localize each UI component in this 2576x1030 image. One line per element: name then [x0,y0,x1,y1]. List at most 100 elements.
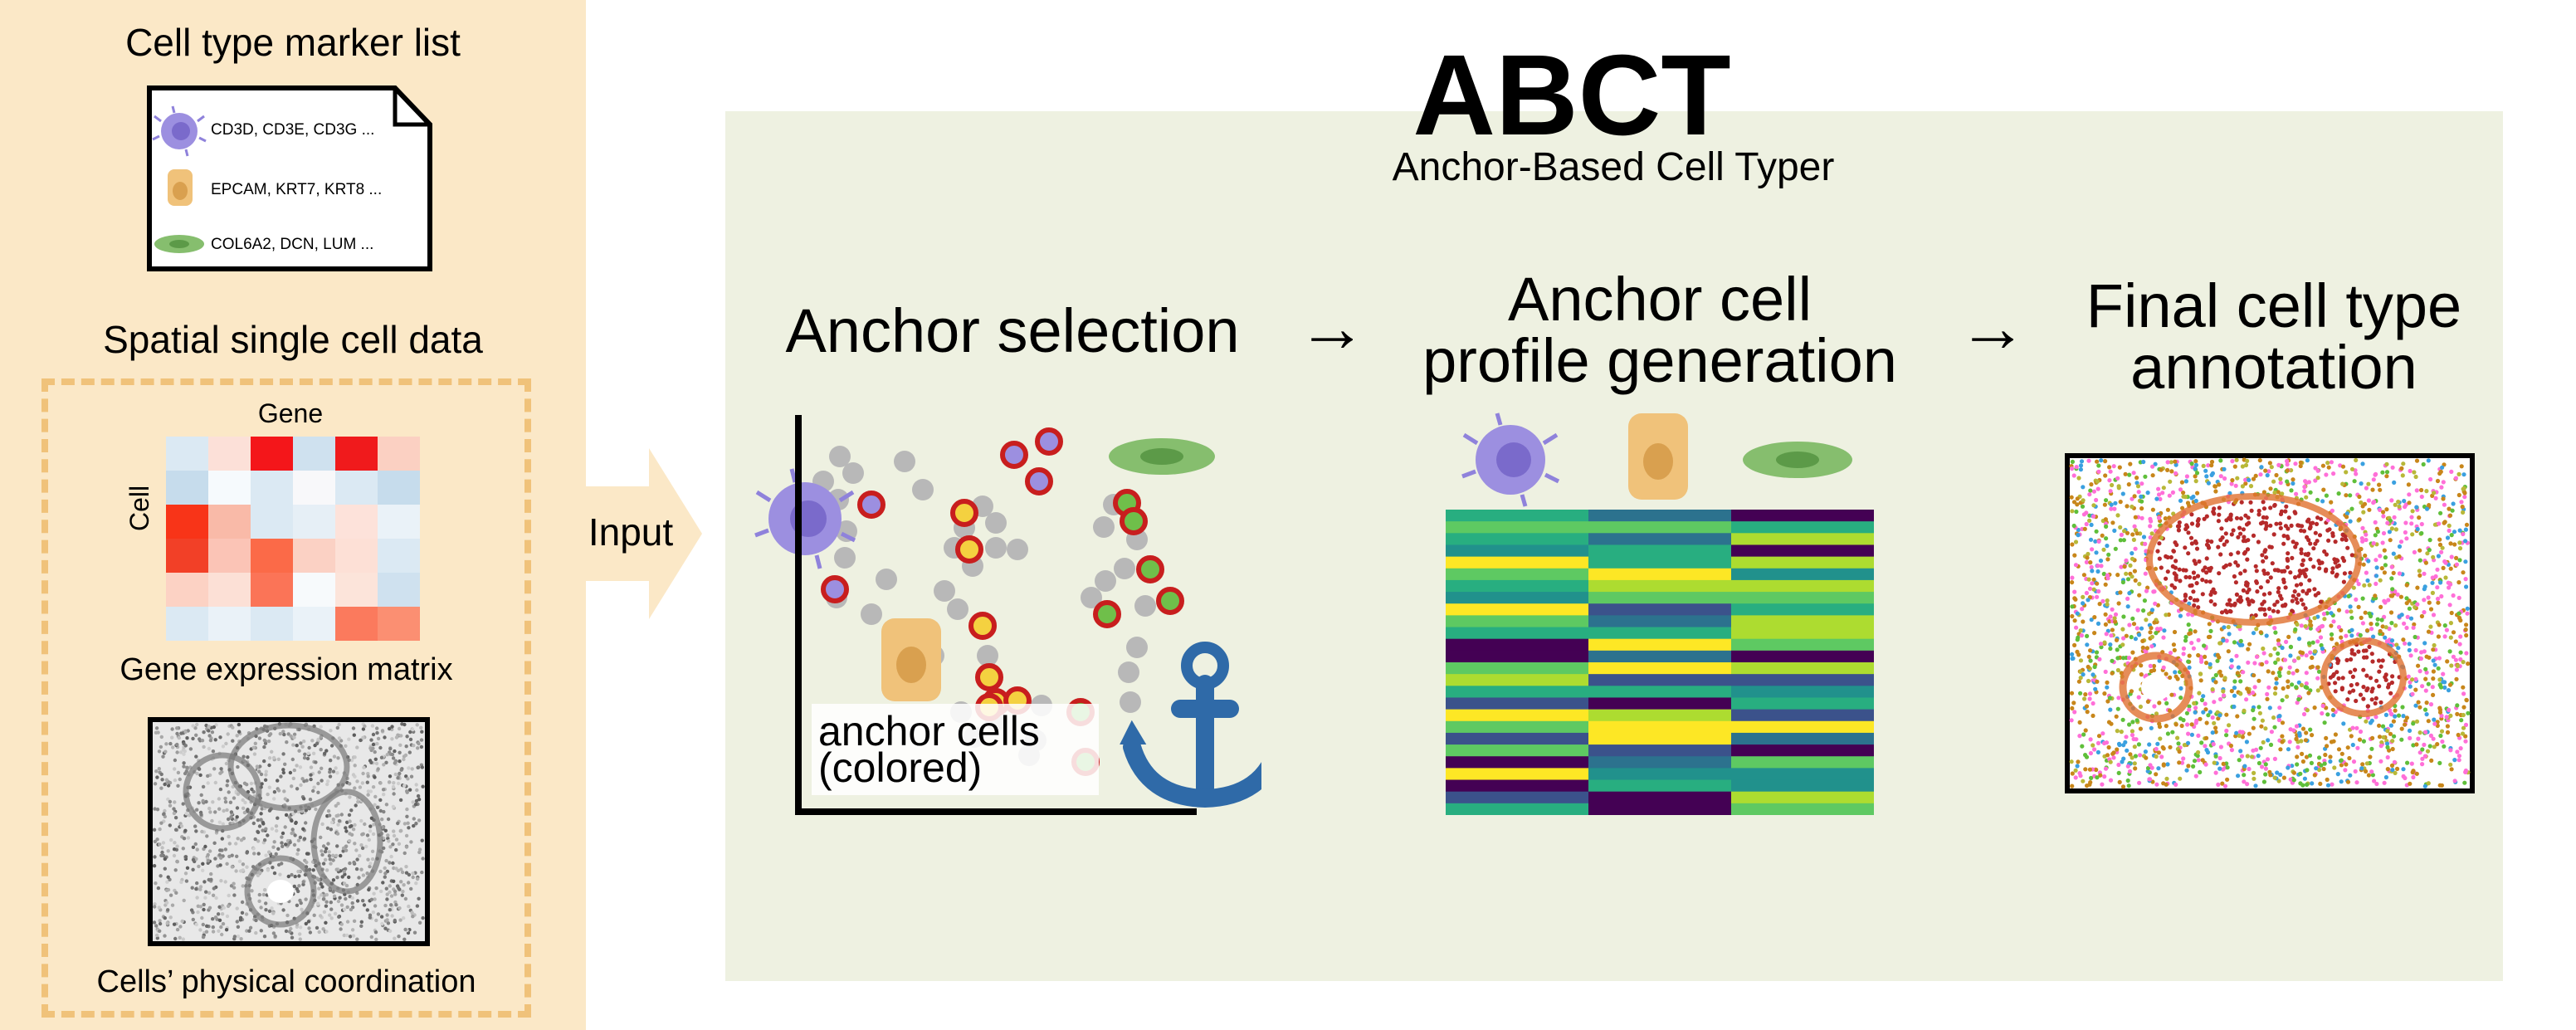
annotated-cell-dot [2308,490,2313,495]
annotated-cell-dot [2463,527,2468,532]
cell-dot [176,770,181,775]
annotated-cell-dot [2242,569,2247,574]
annotated-cell-dot [2105,602,2110,607]
annotated-cell-dot [2251,691,2256,696]
annotated-cell-dot [2324,493,2329,498]
cell-dot [290,827,295,832]
cell-dot [163,814,167,819]
cell-dot [332,754,337,759]
annotated-cell-dot [2432,491,2437,495]
annotated-cell-dot [2113,546,2118,551]
annotated-cell-dot [2091,577,2096,582]
anchor-label-line1: anchor cells [818,708,1040,754]
annotated-cell-dot [2263,548,2268,553]
annotated-cell-dot [2462,491,2467,495]
cell-dot [419,738,424,742]
cell-dot [267,909,272,913]
annotated-cell-dot [2211,587,2216,592]
annotated-cell-dot [2124,571,2129,576]
annotated-cell-dot [2198,678,2203,683]
profile-cell [1731,544,1874,558]
cell-dot [405,807,409,812]
cell-dot [299,925,303,930]
annotated-cell-dot [2125,577,2131,582]
annotated-cell-dot [2070,575,2075,580]
annotated-cell-dot [2109,633,2114,638]
cell-dot [378,781,383,785]
annotated-cell-dot [2094,529,2099,534]
cell-dot [400,893,404,897]
annotated-cell-dot [2315,497,2320,502]
annotated-cell-dot [2390,746,2395,752]
annotated-cell-dot [2254,627,2259,632]
cell-dot [321,927,325,931]
annotated-cell-dot [2461,712,2466,718]
annotated-cell-dot [2456,611,2461,616]
cell-dot [348,795,352,799]
profile-cell [1446,556,1588,569]
annotated-cell-dot [2070,542,2075,547]
cell-dot [183,871,188,876]
annotated-cell-dot [2111,755,2116,760]
annotated-cell-dot [2373,700,2378,705]
annotated-cell-dot [2422,598,2427,603]
annotated-cell-dot [2085,710,2090,715]
annotated-cell-dot [2288,727,2293,732]
annotated-cell-dot [2401,767,2406,772]
annotated-cell-dot [2459,718,2464,723]
annotated-cell-dot [2261,599,2266,604]
annotated-cell-dot [2332,765,2337,770]
annotated-cell-dot [2186,731,2191,736]
cell-dot [235,806,240,810]
cell-dot [194,886,198,891]
cell-dot [271,845,276,849]
cell-dot [361,771,365,776]
anchor-cell-dot [1035,427,1063,456]
cell-dot [348,861,352,866]
annotated-cell-dot [2285,694,2290,699]
annotated-cell-dot [2105,685,2110,690]
annotated-cell-dot [2224,728,2229,734]
annotated-cell-dot [2319,516,2324,521]
cell-dot [182,764,186,769]
cell-dot [329,916,334,920]
cell-dot [305,852,310,856]
annotated-cell-dot [2449,533,2454,538]
annotated-cell-dot [2445,659,2450,664]
cell-dot [214,896,218,901]
annotated-cell-dot [2410,691,2415,696]
cell-dot [324,930,329,934]
cell-dot [218,735,222,740]
cell-dot [164,742,168,746]
annotated-cell-dot [2095,621,2101,626]
cell-dot [390,737,394,741]
annotated-cell-dot [2266,685,2271,690]
annotated-cell-dot [2324,472,2329,477]
cell-dot [351,726,356,730]
annotated-cell-dot [2101,571,2106,577]
profile-cell [1588,568,1731,581]
annotated-cell-dot [2461,531,2466,537]
annotated-cell-dot [2145,491,2150,495]
annotated-cell-dot [2408,653,2413,658]
annotated-cell-dot [2265,473,2270,478]
annotated-cell-dot [2463,539,2468,544]
cell-dot [310,739,315,743]
annotated-cell-dot [2291,770,2296,775]
cell-dot [314,760,318,764]
annotated-cell-dot [2235,714,2240,719]
profile-cell [1588,791,1731,804]
annotated-cell-dot [2322,720,2327,725]
cell-dot [194,922,198,927]
annotated-cell-dot [2465,606,2470,611]
annotated-cell-dot [2193,561,2198,566]
annotated-cell-dot [2438,469,2443,474]
annotated-cell-dot [2271,715,2276,720]
annotated-cell-dot [2274,472,2279,478]
annotated-cell-dot [2291,481,2295,486]
annotated-cell-dot [2078,628,2083,633]
annotated-cell-dot [2139,672,2144,677]
annotated-cell-dot [2445,730,2451,735]
annotated-cell-dot [2152,704,2157,709]
annotated-cell-dot [2174,462,2178,467]
